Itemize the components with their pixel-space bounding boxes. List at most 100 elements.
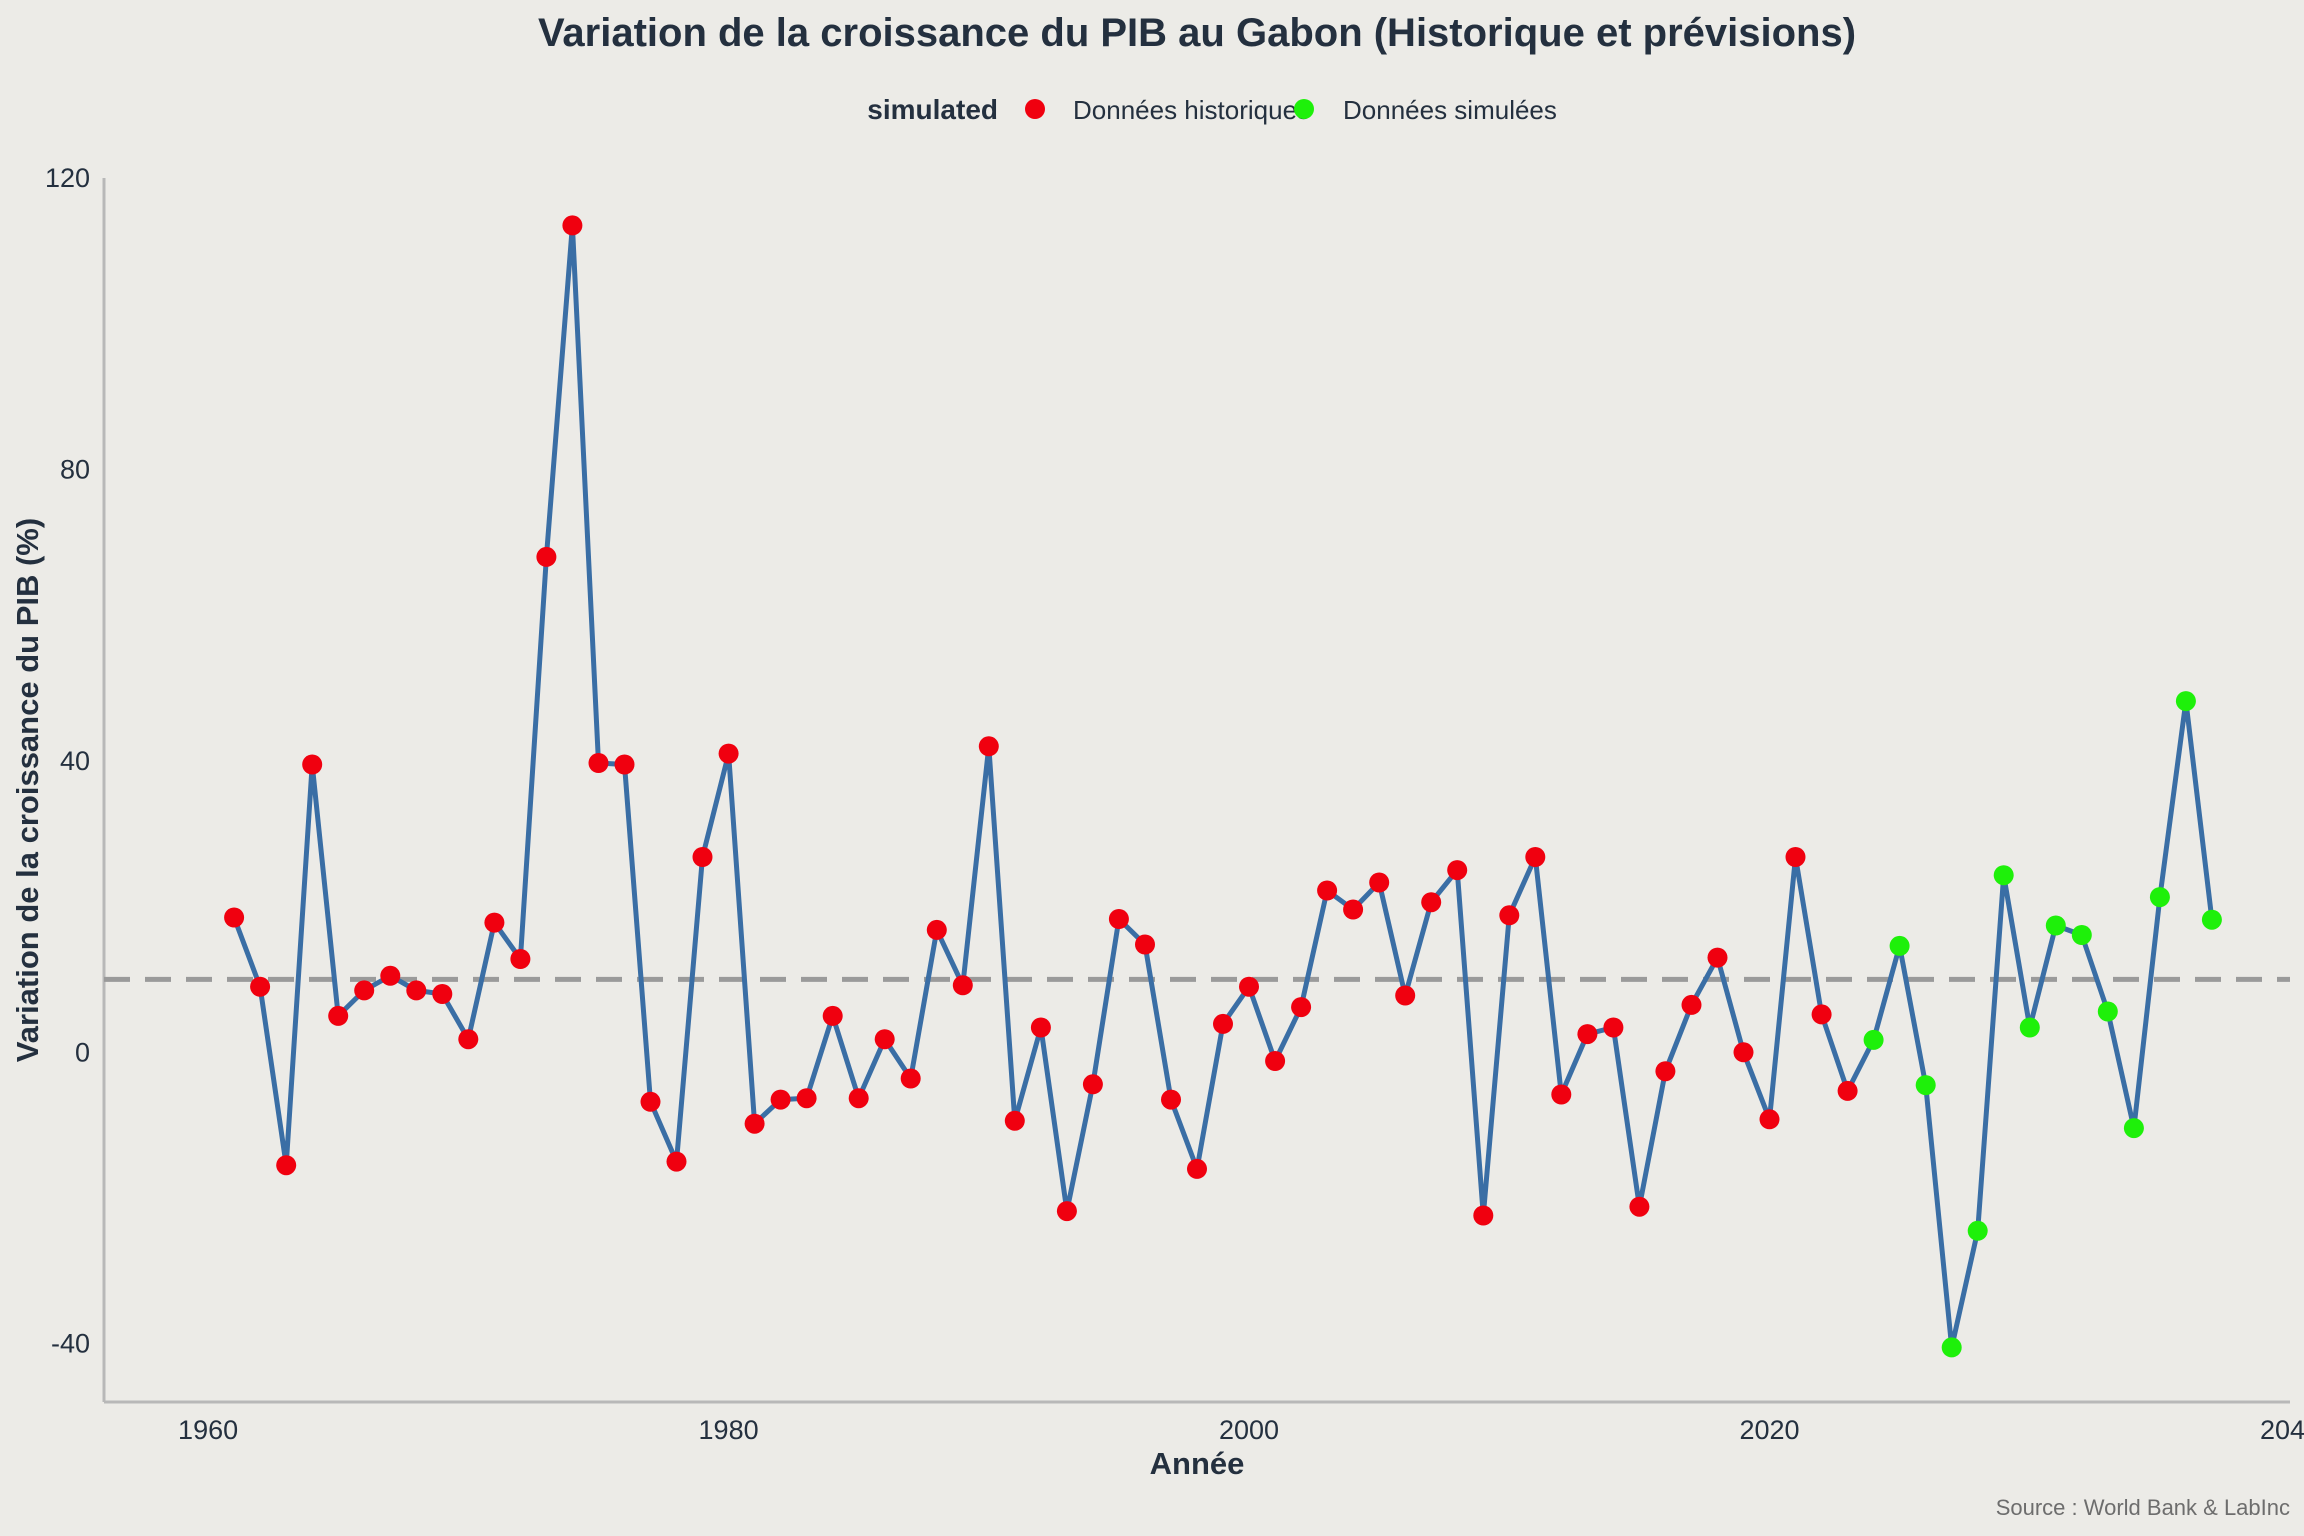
data-point-simule xyxy=(1889,935,1910,956)
legend: simulated Données historiques Données si… xyxy=(867,94,1557,125)
data-point-historique xyxy=(588,753,609,773)
data-point-simule xyxy=(1993,865,2014,886)
series-line xyxy=(231,222,2215,1350)
legend-label-simule: Données simulées xyxy=(1343,95,1557,125)
data-point-historique xyxy=(224,907,245,928)
data-point-historique xyxy=(1733,1042,1754,1063)
data-point-simule xyxy=(2019,1017,2040,1038)
y-tick-label: 120 xyxy=(45,163,90,193)
legend-label-historique: Données historiques xyxy=(1073,95,1310,125)
data-point-historique xyxy=(1056,1201,1077,1222)
x-tick-label: 2020 xyxy=(1739,1415,1799,1445)
data-point-simule xyxy=(2123,1118,2144,1139)
data-point-historique xyxy=(354,980,375,1001)
data-point-historique xyxy=(848,1088,869,1109)
data-point-historique xyxy=(1603,1017,1624,1038)
data-point-historique xyxy=(1004,1110,1025,1131)
x-tick-label: 2000 xyxy=(1219,1415,1279,1445)
data-point-historique xyxy=(458,1029,479,1050)
data-point-historique xyxy=(1108,909,1129,929)
data-point-historique xyxy=(536,546,557,567)
data-point-historique xyxy=(1499,905,1520,926)
data-point-historique xyxy=(1161,1089,1181,1110)
data-point-simule xyxy=(2149,887,2170,908)
data-point-historique xyxy=(614,754,635,775)
data-point-historique xyxy=(1837,1080,1858,1101)
x-ticks: 1960 1980 2000 2020 2040 xyxy=(178,1415,2304,1445)
data-point-simule xyxy=(2201,909,2222,930)
data-point-historique xyxy=(1759,1109,1780,1130)
data-point-historique xyxy=(1811,1004,1832,1025)
y-ticks: -40 0 40 80 120 xyxy=(45,163,90,1359)
data-point-simule xyxy=(2175,691,2196,712)
data-point-historique xyxy=(1629,1196,1650,1217)
y-tick-label: 80 xyxy=(60,454,90,484)
data-point-historique xyxy=(1030,1017,1051,1038)
data-point-historique xyxy=(1447,860,1468,881)
data-point-historique xyxy=(1265,1051,1286,1071)
data-point-historique xyxy=(1707,947,1728,968)
data-point-historique xyxy=(1655,1061,1676,1082)
data-point-historique xyxy=(1525,847,1546,867)
series-lines xyxy=(231,222,2215,1350)
data-point-historique xyxy=(302,754,323,775)
y-axis-title: Variation de la croissance du PIB (%) xyxy=(10,518,45,1062)
data-point-historique xyxy=(770,1089,791,1110)
data-point-historique xyxy=(380,965,401,986)
data-point-historique xyxy=(1681,994,1702,1015)
data-point-historique xyxy=(1421,892,1442,913)
data-point-historique xyxy=(406,980,427,1001)
data-point-historique xyxy=(432,984,453,1004)
y-tick-label: -40 xyxy=(51,1329,90,1359)
data-point-historique xyxy=(978,736,999,757)
legend-marker-simule xyxy=(1294,99,1314,119)
data-point-simule xyxy=(1863,1029,1884,1050)
data-point-simule xyxy=(2071,925,2092,945)
data-point-historique xyxy=(822,1005,843,1026)
data-point-historique xyxy=(796,1088,817,1109)
source-note: Source : World Bank & LabInc xyxy=(1996,1495,2290,1520)
data-point-historique xyxy=(1187,1158,1207,1179)
data-point-simule xyxy=(1941,1337,1962,1358)
data-point-historique xyxy=(1082,1074,1103,1095)
data-point-historique xyxy=(1291,997,1312,1018)
data-point-historique xyxy=(1577,1024,1598,1045)
data-point-simule xyxy=(2097,1001,2118,1022)
data-point-historique xyxy=(484,912,505,933)
data-point-historique xyxy=(1551,1084,1572,1105)
data-point-historique xyxy=(952,975,973,996)
y-tick-label: 0 xyxy=(75,1037,90,1067)
data-point-simule xyxy=(2045,915,2066,936)
data-point-historique xyxy=(1239,976,1259,997)
data-point-historique xyxy=(718,743,739,764)
data-point-historique xyxy=(1785,847,1806,867)
data-point-historique xyxy=(276,1155,297,1176)
data-point-historique xyxy=(250,976,271,997)
x-tick-label: 1960 xyxy=(178,1415,238,1445)
data-point-historique xyxy=(1369,872,1390,893)
data-point-simule xyxy=(1915,1075,1936,1096)
data-point-historique xyxy=(900,1068,921,1089)
data-point-historique xyxy=(926,919,947,940)
data-point-historique xyxy=(328,1005,349,1026)
data-point-historique xyxy=(1317,880,1338,901)
x-axis-title: Année xyxy=(1150,1446,1245,1481)
data-point-historique xyxy=(562,215,583,236)
data-point-historique xyxy=(510,949,531,969)
data-point-historique xyxy=(1395,985,1416,1006)
data-point-historique xyxy=(692,847,713,867)
x-tick-label: 1980 xyxy=(699,1415,759,1445)
data-point-historique xyxy=(1343,899,1364,920)
data-point-historique xyxy=(640,1091,661,1112)
legend-marker-historique xyxy=(1025,99,1045,119)
chart-title: Variation de la croissance du PIB au Gab… xyxy=(538,11,1856,55)
data-point-historique xyxy=(1135,934,1155,955)
data-point-historique xyxy=(744,1113,765,1134)
y-tick-label: 40 xyxy=(60,746,90,776)
x-tick-label: 2040 xyxy=(2260,1415,2304,1445)
data-point-historique xyxy=(1473,1205,1494,1226)
data-point-simule xyxy=(1967,1220,1988,1241)
legend-title: simulated xyxy=(867,94,998,125)
